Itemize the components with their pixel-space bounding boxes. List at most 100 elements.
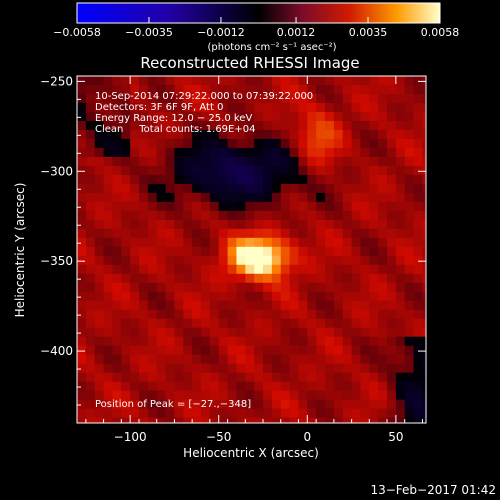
heatmap-cell	[404, 183, 415, 194]
heatmap-cell	[422, 165, 426, 176]
heatmap-cell	[333, 201, 344, 212]
heatmap-cell	[342, 408, 353, 419]
heatmap-cell	[209, 147, 220, 158]
heatmap-cell	[333, 264, 344, 275]
heatmap-cell	[130, 381, 140, 392]
heatmap-cell	[413, 174, 424, 185]
heatmap-cell	[325, 417, 335, 423]
heatmap-cell	[245, 201, 255, 212]
heatmap-cell	[112, 174, 122, 185]
heatmap-cell	[183, 129, 193, 140]
heatmap-cell	[94, 192, 105, 203]
heatmap-cell	[280, 174, 291, 185]
heatmap-cell	[147, 237, 158, 248]
heatmap-cell	[404, 120, 415, 131]
heatmap-cell	[165, 210, 176, 221]
heatmap-cell	[245, 246, 255, 257]
heatmap-cell	[378, 345, 388, 356]
heatmap-cell	[351, 192, 362, 203]
heatmap-cell	[271, 102, 282, 113]
heatmap-cell	[174, 129, 184, 140]
heatmap-cell	[387, 120, 397, 131]
heatmap-cell	[209, 210, 220, 221]
heatmap-cell	[263, 129, 273, 140]
heatmap-cell	[245, 174, 255, 185]
heatmap-cell	[395, 165, 406, 176]
heatmap-cell	[395, 102, 406, 113]
heatmap-cell	[103, 201, 114, 212]
heatmap-cell	[307, 354, 317, 365]
heatmap-cell	[271, 165, 282, 176]
heatmap-cell	[130, 165, 140, 176]
heatmap-cell	[121, 129, 131, 140]
heatmap-cell	[360, 210, 370, 221]
heatmap-cell	[218, 282, 229, 293]
heatmap-cell	[271, 318, 282, 329]
heatmap-cell	[422, 210, 426, 221]
heatmap-cell	[130, 246, 140, 257]
heatmap-cell	[112, 183, 122, 194]
heatmap-cell	[112, 300, 122, 311]
heatmap-cell	[369, 408, 379, 419]
heatmap-cell	[139, 219, 149, 230]
heatmap-cell	[307, 246, 317, 257]
heatmap-cell	[139, 336, 149, 347]
heatmap-cell	[289, 390, 300, 401]
heatmap-cell	[201, 327, 211, 338]
heatmap-cell	[378, 210, 388, 221]
heatmap-cell	[94, 165, 105, 176]
heatmap-cell	[85, 354, 96, 365]
heatmap-cell	[316, 291, 326, 302]
heatmap-cell	[325, 120, 335, 131]
heatmap-cell	[139, 381, 149, 392]
heatmap-cell	[183, 138, 193, 149]
heatmap-cell	[236, 210, 246, 221]
heatmap-cell	[333, 183, 344, 194]
heatmap-cell	[174, 381, 184, 392]
heatmap-cell	[147, 264, 158, 275]
heatmap-cell	[325, 192, 335, 203]
heatmap-cell	[227, 246, 238, 257]
heatmap-cell	[289, 309, 300, 320]
heatmap-cell	[413, 93, 424, 104]
heatmap-cell	[263, 318, 273, 329]
heatmap-cell	[183, 363, 193, 374]
heatmap-cell	[271, 381, 282, 392]
heatmap-cell	[422, 408, 426, 419]
heatmap-cell	[254, 156, 264, 167]
heatmap-cell	[298, 336, 308, 347]
heatmap-cell	[263, 210, 273, 221]
heatmap-cell	[263, 372, 273, 383]
heatmap-cell	[369, 300, 379, 311]
x-tick-label: −50	[206, 430, 231, 444]
heatmap-cell	[271, 336, 282, 347]
heatmap-cell	[130, 138, 140, 149]
heatmap-cell	[307, 408, 317, 419]
heatmap-cell	[112, 111, 122, 122]
heatmap-cell	[280, 381, 291, 392]
heatmap-cell	[218, 138, 229, 149]
heatmap-cell	[227, 318, 238, 329]
heatmap-cell	[387, 138, 397, 149]
heatmap-cell	[139, 138, 149, 149]
heatmap-cell	[307, 273, 317, 284]
heatmap-cell	[298, 174, 308, 185]
heatmap-cell	[85, 300, 96, 311]
heatmap-cell	[201, 138, 211, 149]
heatmap-cell	[236, 327, 246, 338]
heatmap-cell	[395, 408, 406, 419]
heatmap-cell	[156, 120, 167, 131]
heatmap-cell	[227, 201, 238, 212]
heatmap-cell	[325, 84, 335, 95]
heatmap-cell	[236, 147, 246, 158]
heatmap-cell	[85, 417, 96, 423]
heatmap-cell	[404, 93, 415, 104]
heatmap-cell	[280, 201, 291, 212]
heatmap-cell	[333, 336, 344, 347]
heatmap-cell	[165, 138, 176, 149]
heatmap-cell	[77, 408, 87, 419]
heatmap-cell	[307, 210, 317, 221]
heatmap-cell	[156, 399, 167, 410]
heatmap-cell	[316, 309, 326, 320]
heatmap-cell	[156, 408, 167, 419]
